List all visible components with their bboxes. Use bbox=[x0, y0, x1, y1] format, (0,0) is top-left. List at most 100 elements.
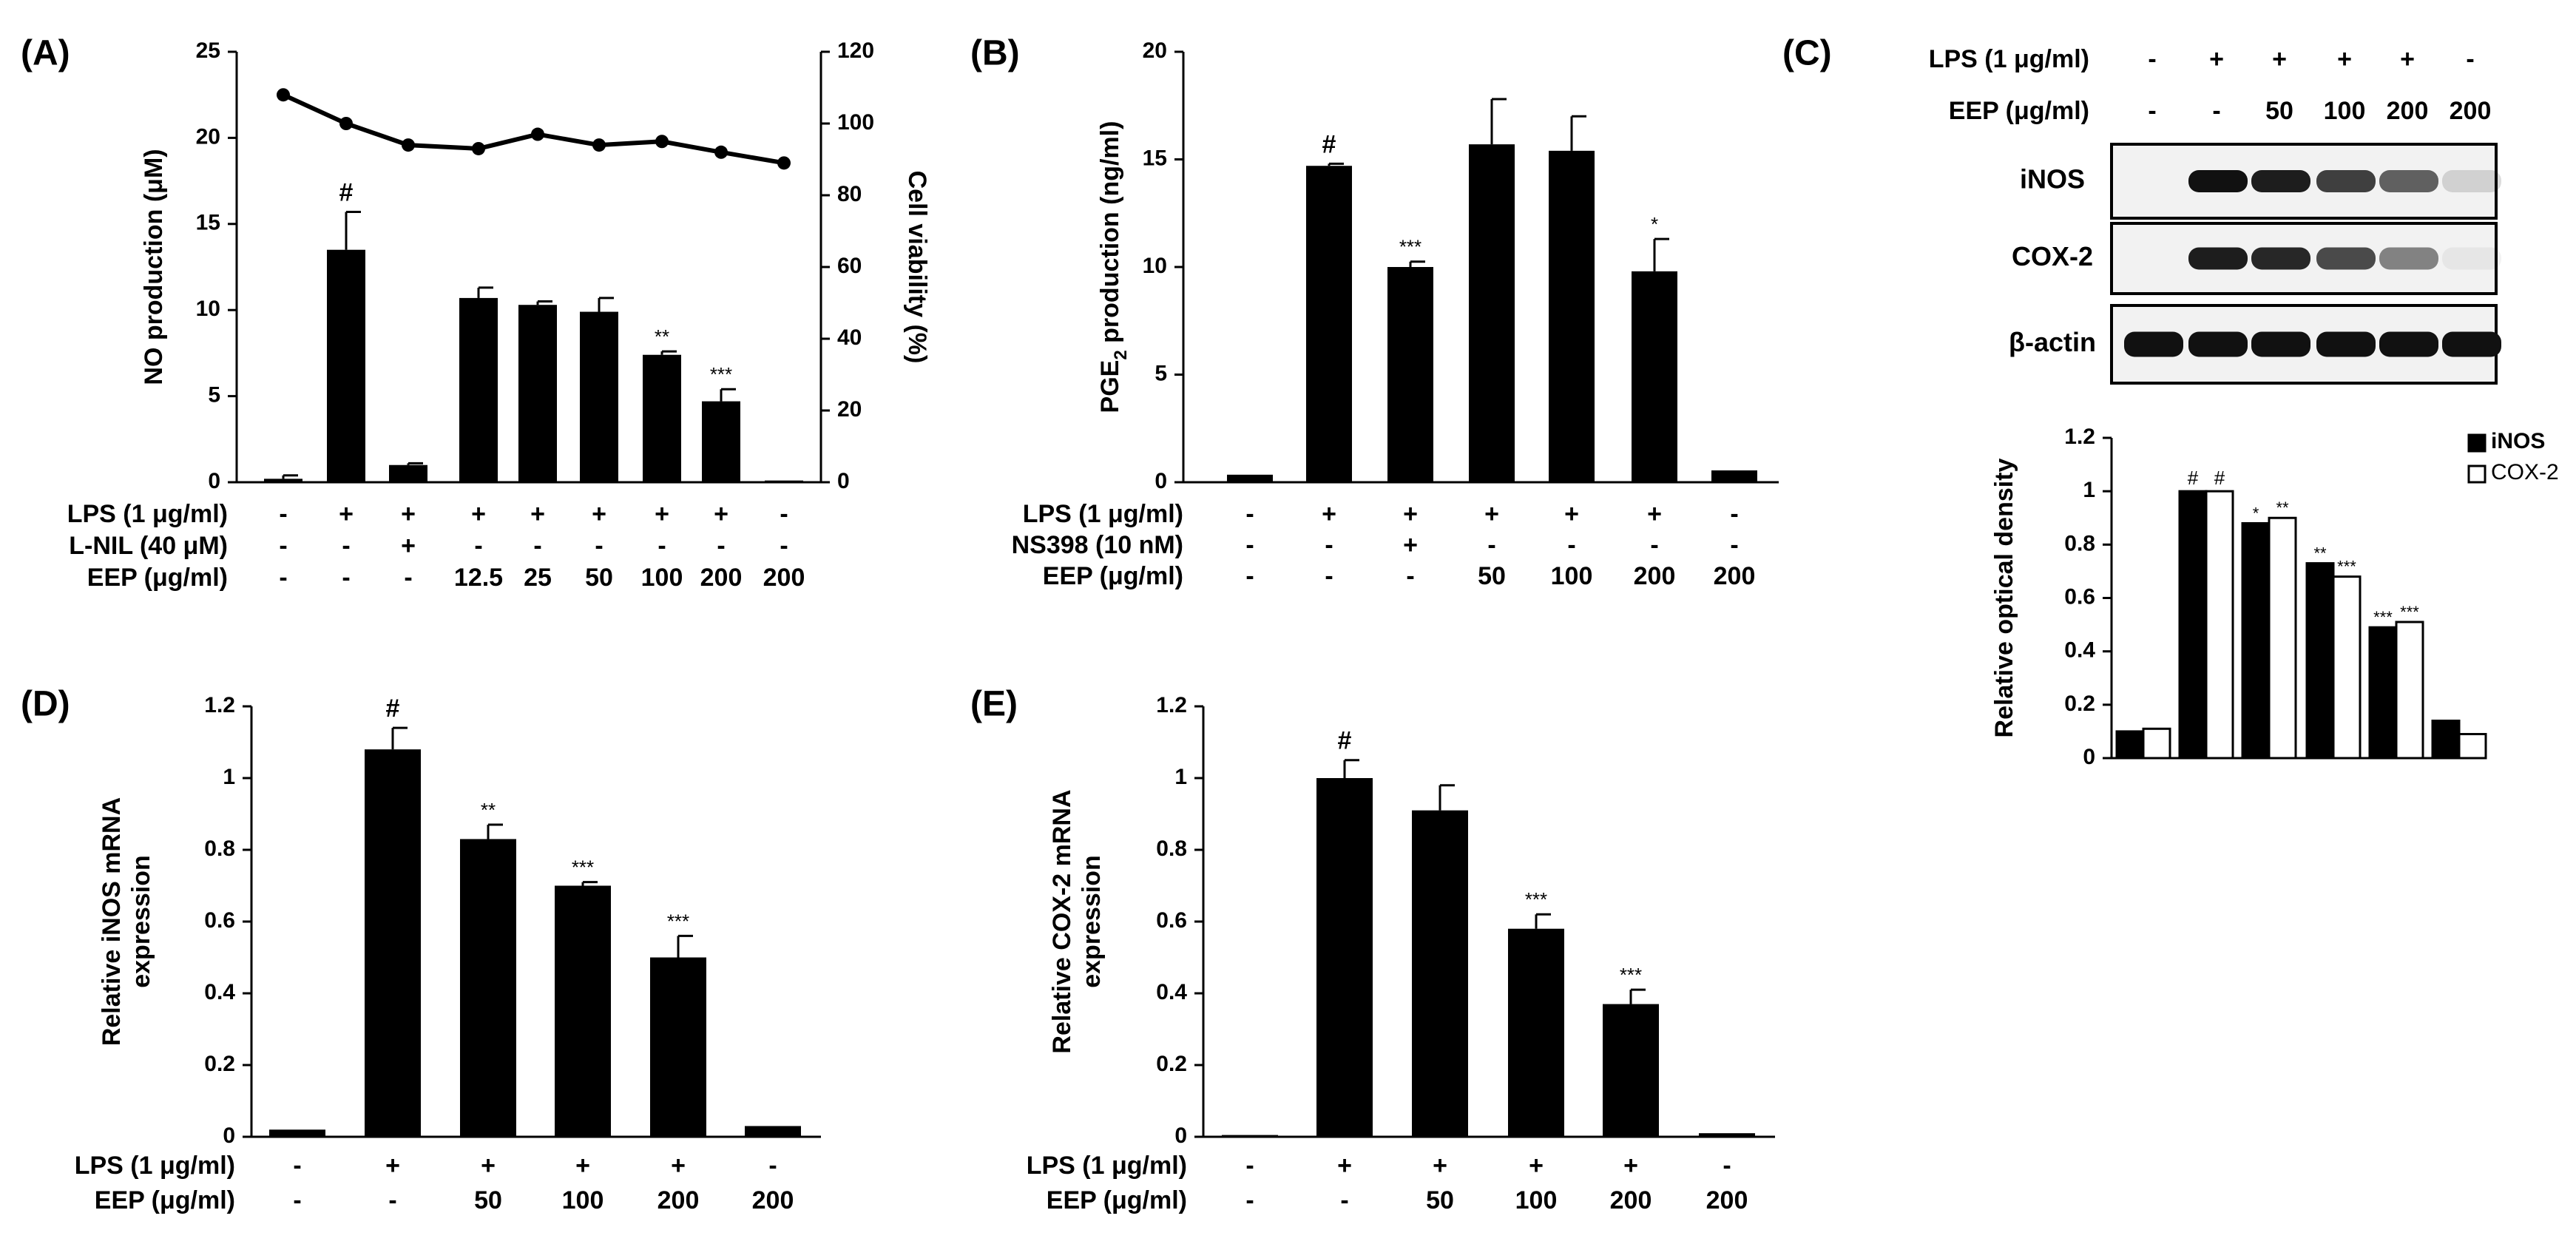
cox-2-bar bbox=[2458, 733, 2487, 760]
blot-band bbox=[2379, 247, 2438, 270]
condition-value: - bbox=[342, 532, 350, 560]
significance-mark: *** bbox=[710, 363, 732, 385]
y-tick-label: 25 bbox=[196, 38, 220, 63]
significance-mark: *** bbox=[1525, 888, 1547, 910]
condition-value: - bbox=[293, 1152, 301, 1180]
blot-band-label: β-actin bbox=[2009, 327, 2096, 357]
condition-value: + bbox=[385, 1152, 400, 1180]
bar bbox=[1306, 166, 1352, 483]
condition-value: + bbox=[1403, 500, 1418, 528]
condition-row-label: LPS (1 μg/ml) bbox=[75, 1152, 235, 1180]
panel-label: (A) bbox=[21, 34, 70, 73]
blot-band bbox=[2251, 331, 2310, 357]
condition-value: - bbox=[768, 1152, 777, 1180]
significance-mark: *** bbox=[667, 910, 689, 932]
y-axis-label: Relative iNOS mRNA bbox=[98, 797, 126, 1046]
condition-value: - bbox=[1245, 500, 1254, 528]
condition-value: + bbox=[1647, 500, 1662, 528]
condition-value: + bbox=[1529, 1152, 1544, 1180]
y-tick-label: 0 bbox=[1174, 1123, 1187, 1148]
bar bbox=[702, 401, 740, 482]
condition-value: - bbox=[1723, 1152, 1731, 1180]
blot-band bbox=[2316, 331, 2376, 357]
legend: iNOS COX-2 bbox=[2467, 429, 2559, 484]
condition-row-label: EEP (μg/ml) bbox=[1047, 1186, 1187, 1214]
condition-value: - bbox=[780, 532, 788, 560]
condition-value: - bbox=[1730, 531, 1738, 559]
y-tick-label-right: 120 bbox=[837, 38, 874, 63]
blot-condition-value: 50 bbox=[2265, 97, 2293, 125]
condition-value: - bbox=[1487, 531, 1495, 559]
bar bbox=[1549, 150, 1595, 483]
bar bbox=[1508, 928, 1564, 1137]
inos-bar bbox=[2431, 719, 2461, 760]
blot-band bbox=[2442, 331, 2501, 357]
condition-value: + bbox=[530, 500, 545, 528]
bar bbox=[1387, 267, 1433, 482]
condition-row-label: LPS (1 μg/ml) bbox=[1027, 1152, 1187, 1180]
blot-condition-value: - bbox=[2148, 97, 2156, 125]
condition-value: + bbox=[671, 1152, 686, 1180]
condition-value: + bbox=[592, 500, 606, 528]
y-tick-label: 0.6 bbox=[1156, 908, 1187, 933]
y-tick-label-right: 40 bbox=[837, 325, 862, 350]
condition-value: 50 bbox=[1426, 1186, 1454, 1214]
condition-row-label: LPS (1 μg/ml) bbox=[1023, 500, 1183, 528]
condition-value: - bbox=[657, 532, 666, 560]
y-axis-label-right: Cell viability (%) bbox=[903, 171, 931, 364]
y-tick-label: 0.4 bbox=[2064, 638, 2095, 663]
condition-value: - bbox=[533, 532, 541, 560]
panel-label: (B) bbox=[970, 34, 1020, 73]
panel-e: (E) 0 0.2 0.4 0.6 0.8 1 1.2 Relative COX-2 mRNA e… bbox=[970, 685, 1775, 1214]
condition-value: 50 bbox=[474, 1186, 502, 1214]
blot-band bbox=[2188, 170, 2248, 192]
bar bbox=[460, 839, 516, 1137]
condition-value: - bbox=[388, 1186, 396, 1214]
blot-band bbox=[2316, 170, 2376, 192]
condition-value: + bbox=[481, 1152, 496, 1180]
condition-value: - bbox=[474, 532, 482, 560]
panel-label: (E) bbox=[970, 685, 1018, 724]
condition-value: 50 bbox=[585, 564, 613, 592]
significance-mark: # bbox=[386, 695, 400, 723]
condition-value: - bbox=[1567, 531, 1575, 559]
y-tick-label: 1 bbox=[2083, 478, 2095, 502]
condition-value: - bbox=[1245, 531, 1254, 559]
bar bbox=[389, 464, 427, 482]
bar bbox=[1632, 271, 1677, 482]
blot-band-label: COX-2 bbox=[2012, 241, 2093, 271]
y-tick-label: 5 bbox=[1155, 361, 1167, 385]
bar bbox=[1603, 1004, 1659, 1137]
condition-value: + bbox=[655, 500, 669, 528]
bar bbox=[745, 1126, 801, 1137]
panel-label: (C) bbox=[1782, 34, 1832, 73]
blot-band bbox=[2442, 247, 2501, 270]
cox-2-bar bbox=[2395, 621, 2424, 760]
blot-band bbox=[2251, 170, 2310, 192]
significance-mark: *** bbox=[2373, 608, 2393, 626]
y-tick-label: 0 bbox=[2083, 745, 2095, 769]
y-tick-label: 10 bbox=[1143, 254, 1167, 278]
condition-value: + bbox=[1322, 500, 1336, 528]
condition-value: 200 bbox=[1706, 1186, 1748, 1214]
y-tick-label: 0.8 bbox=[2064, 531, 2095, 555]
condition-value: + bbox=[1433, 1152, 1447, 1180]
bar bbox=[269, 1129, 325, 1137]
condition-value: - bbox=[595, 532, 603, 560]
blot-condition-value: - bbox=[2212, 97, 2220, 125]
y-tick-label: 1.2 bbox=[204, 693, 235, 717]
bar bbox=[765, 480, 803, 483]
condition-row-label: EEP (μg/ml) bbox=[95, 1186, 235, 1214]
condition-value: - bbox=[404, 564, 412, 592]
condition-value: - bbox=[1245, 1152, 1254, 1180]
bar bbox=[1469, 144, 1515, 482]
condition-value: + bbox=[1623, 1152, 1638, 1180]
panel-a: (A) 0 5 10 15 20 25 NO production (μM) 0 20 40 60 80… bbox=[21, 34, 931, 592]
significance-mark: ** bbox=[2276, 499, 2289, 517]
condition-value: - bbox=[1650, 531, 1658, 559]
condition-value: - bbox=[1730, 500, 1738, 528]
condition-value: 100 bbox=[1551, 562, 1593, 590]
condition-value: 200 bbox=[1714, 562, 1756, 590]
